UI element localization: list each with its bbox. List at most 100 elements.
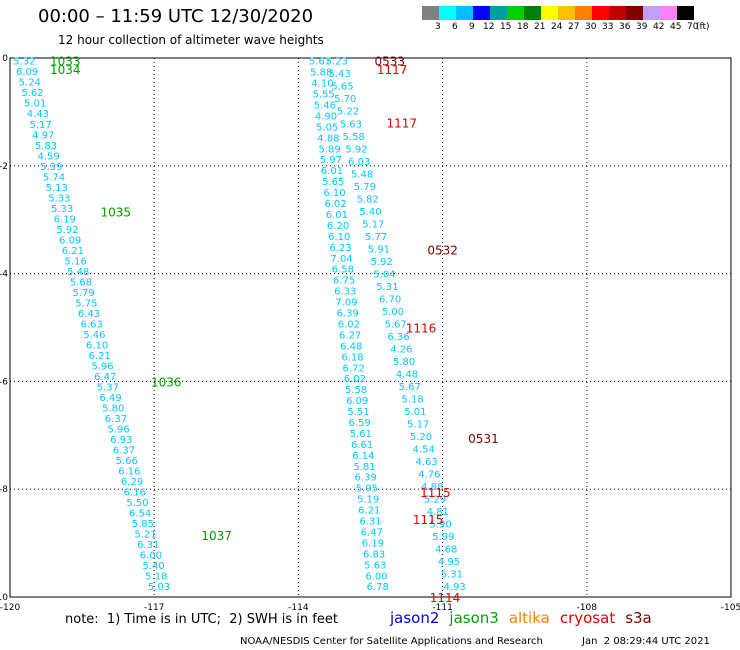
units-note: note: 1) Time is in UTC; 2) SWH is in fe…	[65, 612, 338, 627]
legend-label: 6	[452, 22, 458, 32]
legend-label: 42	[653, 22, 665, 32]
wave-height-value: 5.79	[354, 182, 376, 193]
y-tick-label: -4	[0, 270, 8, 280]
legend-swatch	[473, 6, 490, 20]
wave-height-value: 5.05	[316, 122, 338, 133]
wave-height-value: 4.90	[315, 111, 337, 122]
wave-height-value: 5.18	[145, 572, 167, 583]
legend-swatch	[609, 6, 626, 20]
wave-height-value: 5.66	[116, 456, 138, 467]
wave-height-value: 5.74	[43, 172, 65, 183]
wave-height-value: 5.39	[40, 162, 62, 173]
wave-height-value: 5.67	[309, 57, 331, 68]
legend-swatch	[456, 6, 473, 20]
time-label: 1116	[406, 322, 437, 336]
legend-swatch	[524, 6, 541, 20]
wave-height-value: 4.63	[415, 457, 437, 468]
legend-label: 15	[500, 22, 512, 32]
wave-height-value: 6.18	[341, 352, 363, 363]
wave-height-value: 5.58	[345, 385, 367, 396]
mission-legend: jason2 jason3 altika cryosat s3a	[390, 609, 662, 627]
time-label: 1035	[100, 206, 131, 220]
legend-label: 70	[687, 22, 699, 32]
x-tick-label: -114	[288, 603, 309, 613]
legend-swatch	[643, 6, 660, 20]
wave-height-value: 5.77	[365, 232, 387, 243]
wave-height-value: 6.31	[137, 540, 159, 551]
wave-height-value: 4.10	[311, 79, 333, 90]
wave-height-value: 6.21	[62, 246, 84, 257]
wave-height-value: 5.89	[319, 144, 341, 155]
mission-cryosat: cryosat	[559, 609, 616, 627]
wave-height-value: 6.03	[348, 157, 370, 168]
wave-height-value: 5.51	[347, 407, 369, 418]
wave-height-value: 4.81	[427, 507, 449, 518]
x-tick-label: -105	[721, 603, 740, 613]
legend-swatch	[490, 6, 507, 20]
wave-height-value: 5.33	[51, 204, 73, 215]
wave-height-value: 6.72	[343, 363, 365, 374]
wave-height-value: 6.75	[333, 276, 355, 287]
x-tick-label: -111	[432, 603, 452, 613]
wave-height-value: 5.70	[334, 94, 356, 105]
wave-height-value: 6.10	[328, 232, 350, 243]
wave-height-value: 6.33	[334, 287, 356, 298]
wave-height-value: 5.80	[102, 404, 124, 415]
wave-height-value: 5.85	[132, 519, 154, 530]
plot-frame	[9, 57, 732, 598]
wave-height-value: 5.33	[48, 193, 70, 204]
wave-height-value: 6.10	[323, 188, 345, 199]
wave-height-value: 4.59	[38, 151, 60, 162]
y-tick-label: -8	[0, 485, 8, 495]
wave-height-value: 5.83	[35, 141, 57, 152]
wave-height-value: 5.23	[326, 57, 348, 68]
wave-height-value: 5.50	[126, 498, 148, 509]
wave-height-value: 6.49	[99, 393, 121, 404]
wave-height-value: 4.43	[27, 109, 49, 120]
wave-height-value: 6.31	[359, 517, 381, 528]
time-label: 0531	[468, 432, 499, 446]
wave-height-value: 5.67	[385, 319, 407, 330]
wave-height-value: 5.82	[357, 194, 379, 205]
wave-height-value: 5.91	[368, 244, 390, 255]
y-tick-label: -10	[0, 593, 8, 603]
legend-swatch	[507, 6, 524, 20]
wave-height-value: 6.37	[105, 414, 127, 425]
wave-height-value: 4.95	[438, 557, 460, 568]
wave-height-value: 6.00	[140, 551, 162, 562]
wave-height-value: 6.02	[344, 374, 366, 385]
wave-height-value: 5.97	[320, 155, 342, 166]
wave-height-value: 4.88	[421, 482, 443, 493]
wave-height-value: 5.48	[351, 169, 373, 180]
legend-label: 21	[534, 22, 546, 32]
wave-height-value: 6.02	[338, 319, 360, 330]
wave-height-value: 5.17	[29, 120, 51, 131]
wave-height-value: 7.09	[335, 298, 357, 309]
wave-height-value: 7.04	[331, 254, 353, 265]
wave-height-value: 6.47	[94, 372, 116, 383]
time-label: 0533	[374, 55, 405, 69]
wave-height-value: 6.39	[337, 309, 359, 320]
wave-height-value: 4.76	[418, 470, 440, 481]
wave-height-value: 5.90	[429, 520, 451, 531]
wave-height-value: 6.00	[365, 571, 387, 582]
footer-date: Jan 2 08:29:44 UTC 2021	[582, 636, 710, 647]
legend-label: 3	[435, 22, 441, 32]
legend-label: 24	[551, 22, 563, 32]
chart-title: 00:00 – 11:59 UTC 12/30/2020	[38, 6, 314, 27]
legend-label: 39	[636, 22, 648, 32]
wave-height-value: 6.09	[346, 396, 368, 407]
wave-height-value: 6.37	[113, 446, 135, 457]
wave-height-value: 6.93	[110, 435, 132, 446]
wave-height-value: 6.21	[89, 351, 111, 362]
wave-height-value: 5.65	[322, 177, 344, 188]
wave-height-value: 5.31	[376, 282, 398, 293]
wave-height-value: 5.04	[373, 269, 395, 280]
legend-label: 9	[469, 22, 475, 32]
wave-height-value: 6.14	[352, 451, 374, 462]
time-label: 1114	[430, 591, 461, 605]
time-label: 1115	[413, 513, 444, 527]
wave-height-value: 5.63	[364, 560, 386, 571]
wave-height-value: 6.01	[326, 210, 348, 221]
wave-height-value: 6.01	[321, 166, 343, 177]
